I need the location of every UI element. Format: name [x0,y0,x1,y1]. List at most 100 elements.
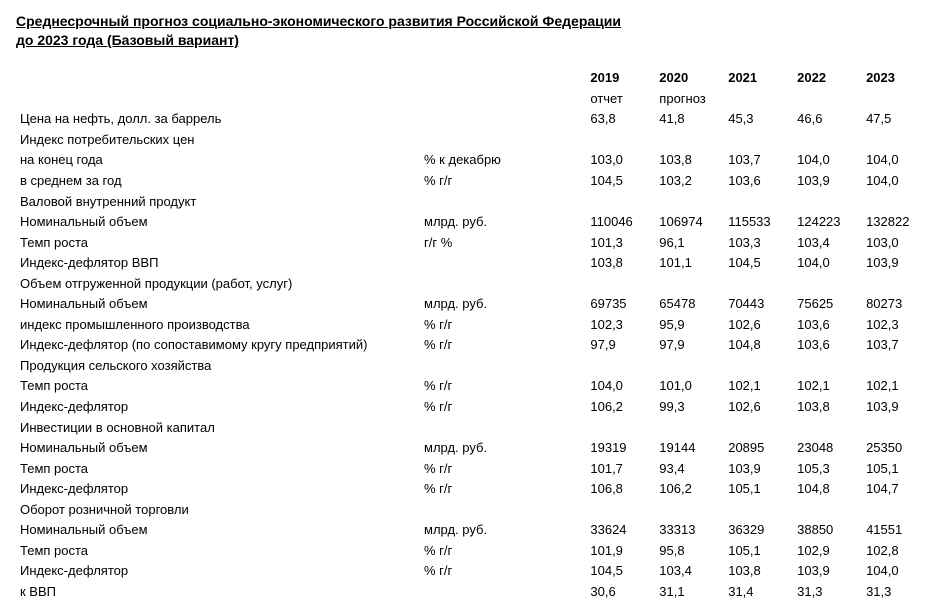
cell-value: 103,7 [862,335,931,356]
title-line-1: Среднесрочный прогноз социально-экономич… [16,13,621,29]
row-label: Номинальный объем [16,212,420,233]
cell-value: 103,4 [655,561,724,582]
cell-value [586,499,655,520]
table-row: Индекс-дефлятор% г/г104,5103,4103,8103,9… [16,561,931,582]
row-unit: млрд. руб. [420,438,586,459]
subhead-2019: отчет [586,88,655,109]
cell-value: 103,8 [586,253,655,274]
cell-value: 41,8 [655,109,724,130]
cell-value [793,499,862,520]
cell-value [586,273,655,294]
forecast-table: 2019 2020 2021 2022 2023 отчет прогноз Ц… [16,68,931,602]
cell-value: 63,8 [586,109,655,130]
row-unit: млрд. руб. [420,520,586,541]
cell-value: 19144 [655,438,724,459]
cell-value [862,191,931,212]
cell-value: 96,1 [655,232,724,253]
row-label: Номинальный объем [16,520,420,541]
cell-value [862,273,931,294]
table-row: Продукция сельского хозяйства [16,355,931,376]
cell-value [655,355,724,376]
cell-value: 105,1 [724,540,793,561]
cell-value: 102,1 [724,376,793,397]
table-row: индекс промышленного производства% г/г 10… [16,314,931,335]
table-row: Индекс-дефлятор% г/г106,8106,2105,1104,8… [16,479,931,500]
row-unit: млрд. руб. [420,212,586,233]
cell-value [793,417,862,438]
cell-value: 105,1 [724,479,793,500]
cell-value: 104,5 [586,171,655,192]
cell-value: 102,6 [724,397,793,418]
cell-value: 103,6 [724,171,793,192]
cell-value: 104,8 [793,479,862,500]
cell-value: 69735 [586,294,655,315]
table-row: в среднем за год% г/г104,5103,2103,6103,… [16,171,931,192]
cell-value: 45,3 [724,109,793,130]
col-2019: 2019 [586,68,655,89]
cell-value: 102,6 [724,314,793,335]
cell-value: 103,9 [793,561,862,582]
cell-value: 104,5 [724,253,793,274]
cell-value: 106,2 [586,397,655,418]
cell-value: 19319 [586,438,655,459]
row-unit: % г/г [420,561,586,582]
cell-value: 102,1 [862,376,931,397]
cell-value: 101,0 [655,376,724,397]
cell-value: 97,9 [586,335,655,356]
row-unit [420,581,586,602]
cell-value: 25350 [862,438,931,459]
cell-value: 103,4 [793,232,862,253]
row-unit: % г/г [420,376,586,397]
cell-value: 110046 [586,212,655,233]
cell-value: 99,3 [655,397,724,418]
cell-value: 115533 [724,212,793,233]
cell-value: 30,6 [586,581,655,602]
table-row: Индекс-дефлятор% г/г106,299,3102,6103,81… [16,397,931,418]
cell-value: 101,1 [655,253,724,274]
row-unit: % г/г [420,171,586,192]
cell-value: 95,9 [655,314,724,335]
cell-value: 36329 [724,520,793,541]
table-row: Номинальный объеммлрд. руб.3362433313363… [16,520,931,541]
cell-value: 101,7 [586,458,655,479]
row-unit [420,253,586,274]
cell-value: 20895 [724,438,793,459]
cell-value: 104,7 [862,479,931,500]
cell-value [655,191,724,212]
row-label: индекс промышленного производства [16,314,420,335]
cell-value [724,417,793,438]
cell-value [586,129,655,150]
row-unit: % г/г [420,458,586,479]
row-label: Темп роста [16,232,420,253]
cell-value: 106,2 [655,479,724,500]
cell-value: 101,9 [586,540,655,561]
title-line-2: до 2023 года (Базовый вариант) [16,32,239,48]
cell-value: 70443 [724,294,793,315]
row-label: в среднем за год [16,171,420,192]
cell-value: 33624 [586,520,655,541]
cell-value: 31,4 [724,581,793,602]
cell-value: 103,9 [724,458,793,479]
cell-value [793,191,862,212]
cell-value [655,499,724,520]
row-label: Номинальный объем [16,294,420,315]
cell-value: 102,9 [793,540,862,561]
table-row: Темп роста% г/г101,793,4103,9105,3105,1 [16,458,931,479]
cell-value: 105,1 [862,458,931,479]
row-label: Индекс-дефлятор [16,397,420,418]
cell-value: 103,8 [655,150,724,171]
cell-value: 95,8 [655,540,724,561]
row-unit: % г/г [420,314,586,335]
cell-value [793,273,862,294]
row-unit [420,191,586,212]
row-label: Индекс-дефлятор ВВП [16,253,420,274]
cell-value: 103,8 [724,561,793,582]
row-label: Индекс потребительских цен [16,129,420,150]
table-row: Валовой внутренний продукт [16,191,931,212]
cell-value [862,499,931,520]
row-label: Объем отгруженной продукции (работ, услу… [16,273,420,294]
table-row: Инвестиции в основной капитал [16,417,931,438]
cell-value: 46,6 [793,109,862,130]
table-body: Цена на нефть, долл. за баррель63,841,84… [16,109,931,602]
cell-value: 103,0 [586,150,655,171]
